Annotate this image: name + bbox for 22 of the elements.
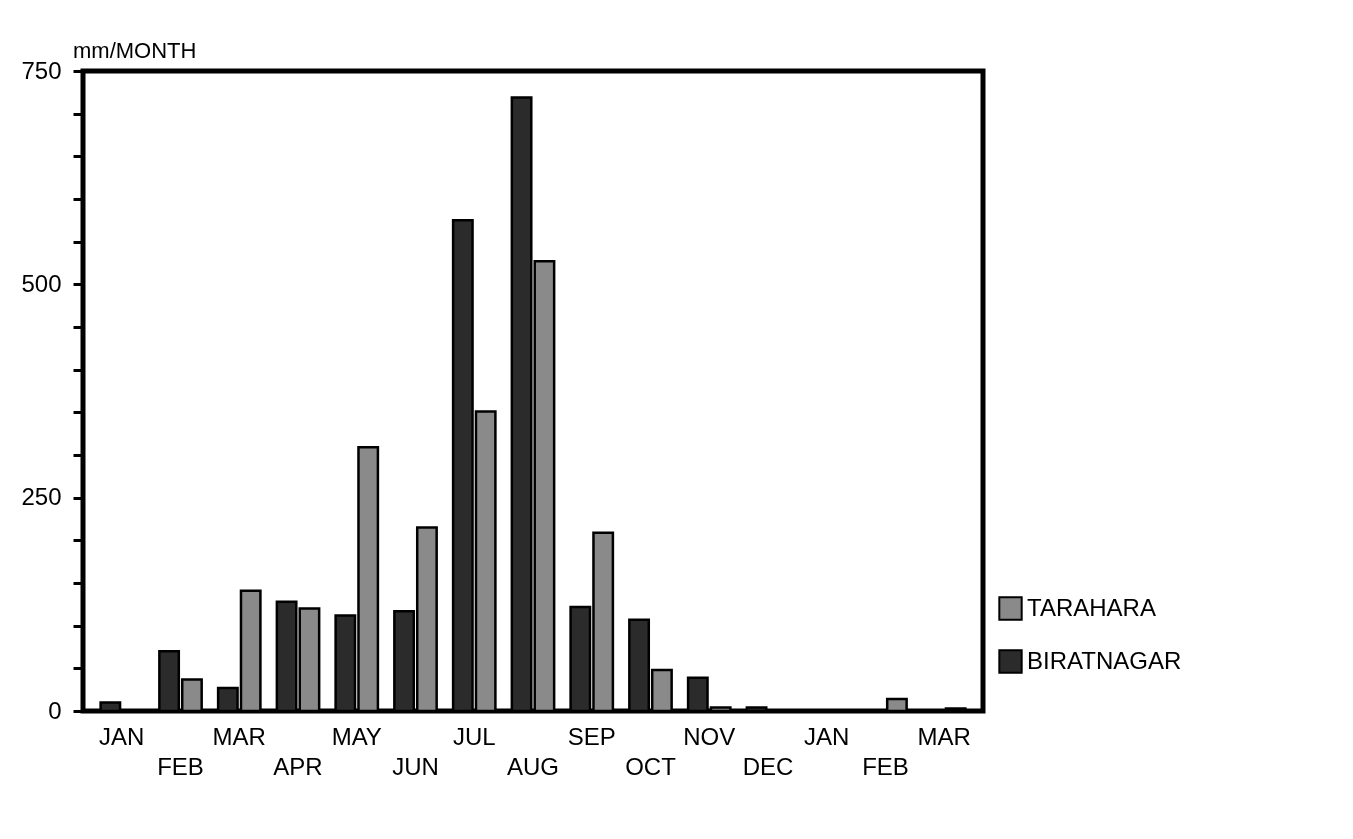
legend-label: BIRATNAGAR (1027, 646, 1182, 674)
x-tick-label: JAN (99, 722, 145, 750)
x-tick-label: MAR (917, 722, 971, 750)
x-tick-label: JUL (452, 722, 496, 750)
x-tick-label: MAY (331, 722, 382, 750)
x-tick-label: AUG (506, 752, 560, 780)
x-tick-label: OCT (625, 752, 677, 780)
x-tick-label: JAN (804, 722, 850, 750)
x-tick-label: NOV (683, 722, 736, 750)
y-tick-label: 250 (21, 483, 62, 511)
legend-label: TARAHARA (1027, 593, 1156, 621)
y-tick-label: 0 (48, 696, 62, 724)
x-tick-label: FEB (157, 752, 204, 780)
y-tick-label: 750 (21, 56, 62, 84)
x-tick-label: FEB (862, 752, 909, 780)
x-tick-label: MAR (212, 722, 266, 750)
y-tick-label: 500 (21, 269, 62, 297)
x-tick-label: DEC (742, 752, 794, 780)
y-axis-title: mm/MONTH (73, 38, 197, 63)
x-tick-label: JUN (392, 752, 439, 780)
x-tick-label: APR (273, 752, 323, 780)
x-tick-label: SEP (567, 722, 616, 750)
